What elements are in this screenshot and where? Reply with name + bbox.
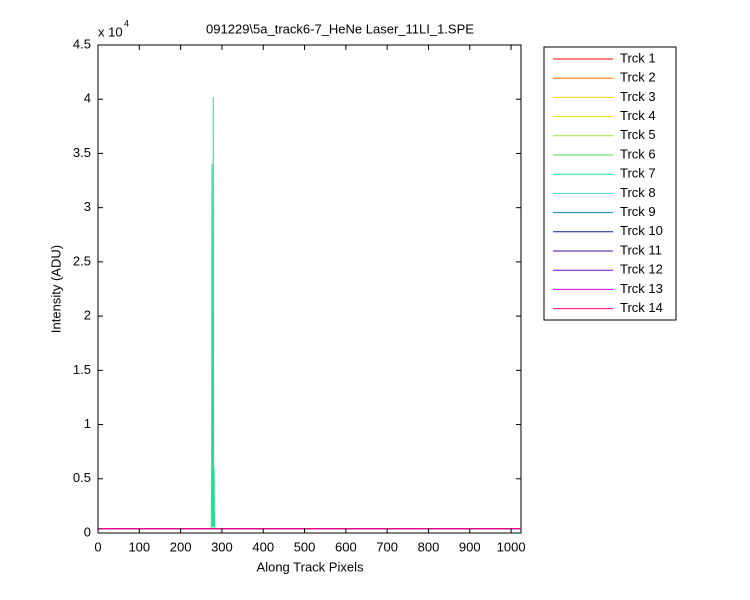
x-tick-label: 300	[211, 539, 233, 554]
legend-label: Trck 6	[620, 146, 656, 161]
x-tick-label: 100	[128, 539, 150, 554]
y-tick-label: 4	[84, 91, 91, 106]
legend-label: Trck 12	[620, 262, 663, 277]
x-tick-label: 500	[294, 539, 316, 554]
x-axis-label: Along Track Pixels	[257, 559, 364, 574]
legend	[543, 46, 677, 321]
legend-label: Trck 7	[620, 166, 656, 181]
legend-label: Trck 2	[620, 70, 656, 85]
legend-label: Trck 5	[620, 127, 656, 142]
x-tick-label: 1000	[497, 539, 526, 554]
x-tick-label: 900	[459, 539, 481, 554]
multiplier-exponent: 4	[124, 18, 129, 28]
y-tick-label: 4.5	[73, 36, 91, 51]
x-tick-label: 400	[252, 539, 274, 554]
x-tick-label: 800	[418, 539, 440, 554]
chart-title: 091229\5a_track6-7_HeNe Laser_11LI_1.SPE	[206, 21, 474, 36]
x-tick-label: 0	[94, 539, 101, 554]
legend-label: Trck 9	[620, 204, 656, 219]
series-line	[98, 97, 521, 530]
y-axis-label: Intensity (ADU)	[48, 245, 63, 333]
y-tick-label: 2	[84, 308, 91, 323]
legend-label: Trck 8	[620, 185, 656, 200]
x-tick-label: 700	[376, 539, 398, 554]
legend-label: Trck 10	[620, 223, 663, 238]
multiplier: x 10	[98, 24, 123, 39]
y-tick-label: 1.5	[73, 362, 91, 377]
legend-label: Trck 14	[620, 300, 663, 315]
plot-lines	[98, 97, 521, 530]
y-tick-label: 0	[84, 524, 91, 539]
x-tick-label: 200	[170, 539, 192, 554]
plot-area	[97, 44, 522, 534]
x-tick-label: 600	[335, 539, 357, 554]
legend-label: Trck 4	[620, 108, 656, 123]
y-tick-label: 1	[84, 416, 91, 431]
y-tick-label: 3	[84, 199, 91, 214]
legend-label: Trck 11	[620, 242, 662, 257]
legend-label: Trck 1	[620, 50, 656, 65]
y-tick-label: 3.5	[73, 145, 91, 160]
legend-label: Trck 13	[620, 281, 663, 296]
y-tick-label: 0.5	[73, 470, 91, 485]
legend-label: Trck 3	[620, 89, 656, 104]
y-tick-label: 2.5	[73, 253, 91, 268]
